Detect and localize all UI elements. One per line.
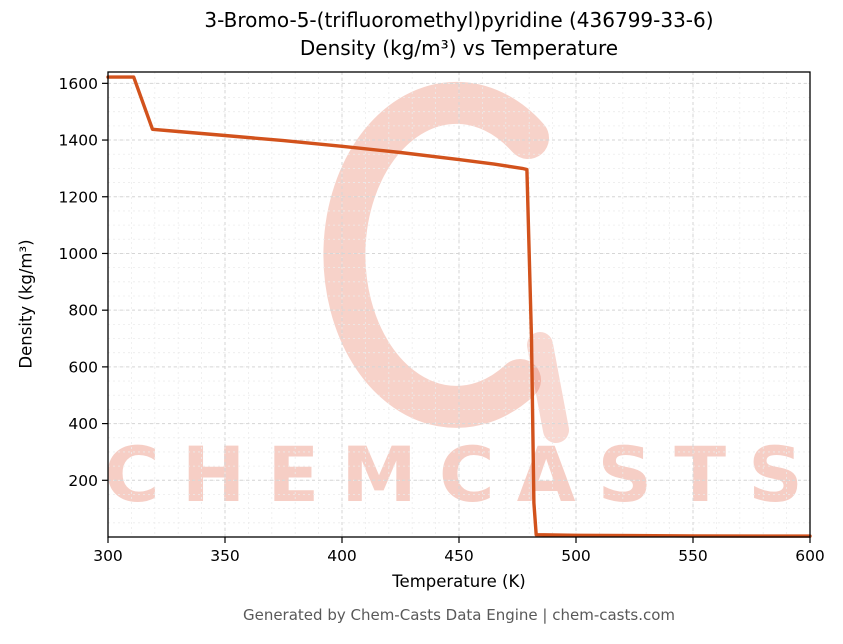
footer-attribution: Generated by Chem-Casts Data Engine | ch… [242, 606, 676, 624]
y-tick-label: 800 [68, 302, 98, 320]
y-axis-label: Density (kg/m³) [16, 239, 36, 369]
density-line [106, 75, 812, 538]
x-tick-label: 400 [327, 547, 357, 565]
x-tick-label: 600 [795, 547, 825, 565]
chart-title-line1: 3-Bromo-5-(trifluoromethyl)pyridine (436… [204, 8, 714, 32]
x-tick-label: 500 [561, 547, 591, 565]
x-axis-label: Temperature (K) [392, 572, 526, 591]
x-tick-label: 450 [444, 547, 474, 565]
y-tick-label: 400 [68, 415, 98, 433]
y-tick-label: 600 [68, 358, 98, 376]
y-tick-label: 1000 [59, 245, 98, 263]
chart-title-line2: Density (kg/m³) vs Temperature [299, 36, 619, 60]
y-tick-label: 1400 [59, 132, 98, 150]
x-tick-label: 300 [93, 547, 123, 565]
y-tick-label: 200 [68, 472, 98, 490]
y-tick-label: 1600 [59, 75, 98, 93]
watermark-text: CHEMCASTS [104, 430, 825, 519]
chart-title: 3-Bromo-5-(trifluoromethyl)pyridine (436… [108, 6, 810, 62]
x-tick-label: 550 [678, 547, 708, 565]
x-tick-label: 350 [210, 547, 240, 565]
y-tick-label: 1200 [59, 188, 98, 206]
